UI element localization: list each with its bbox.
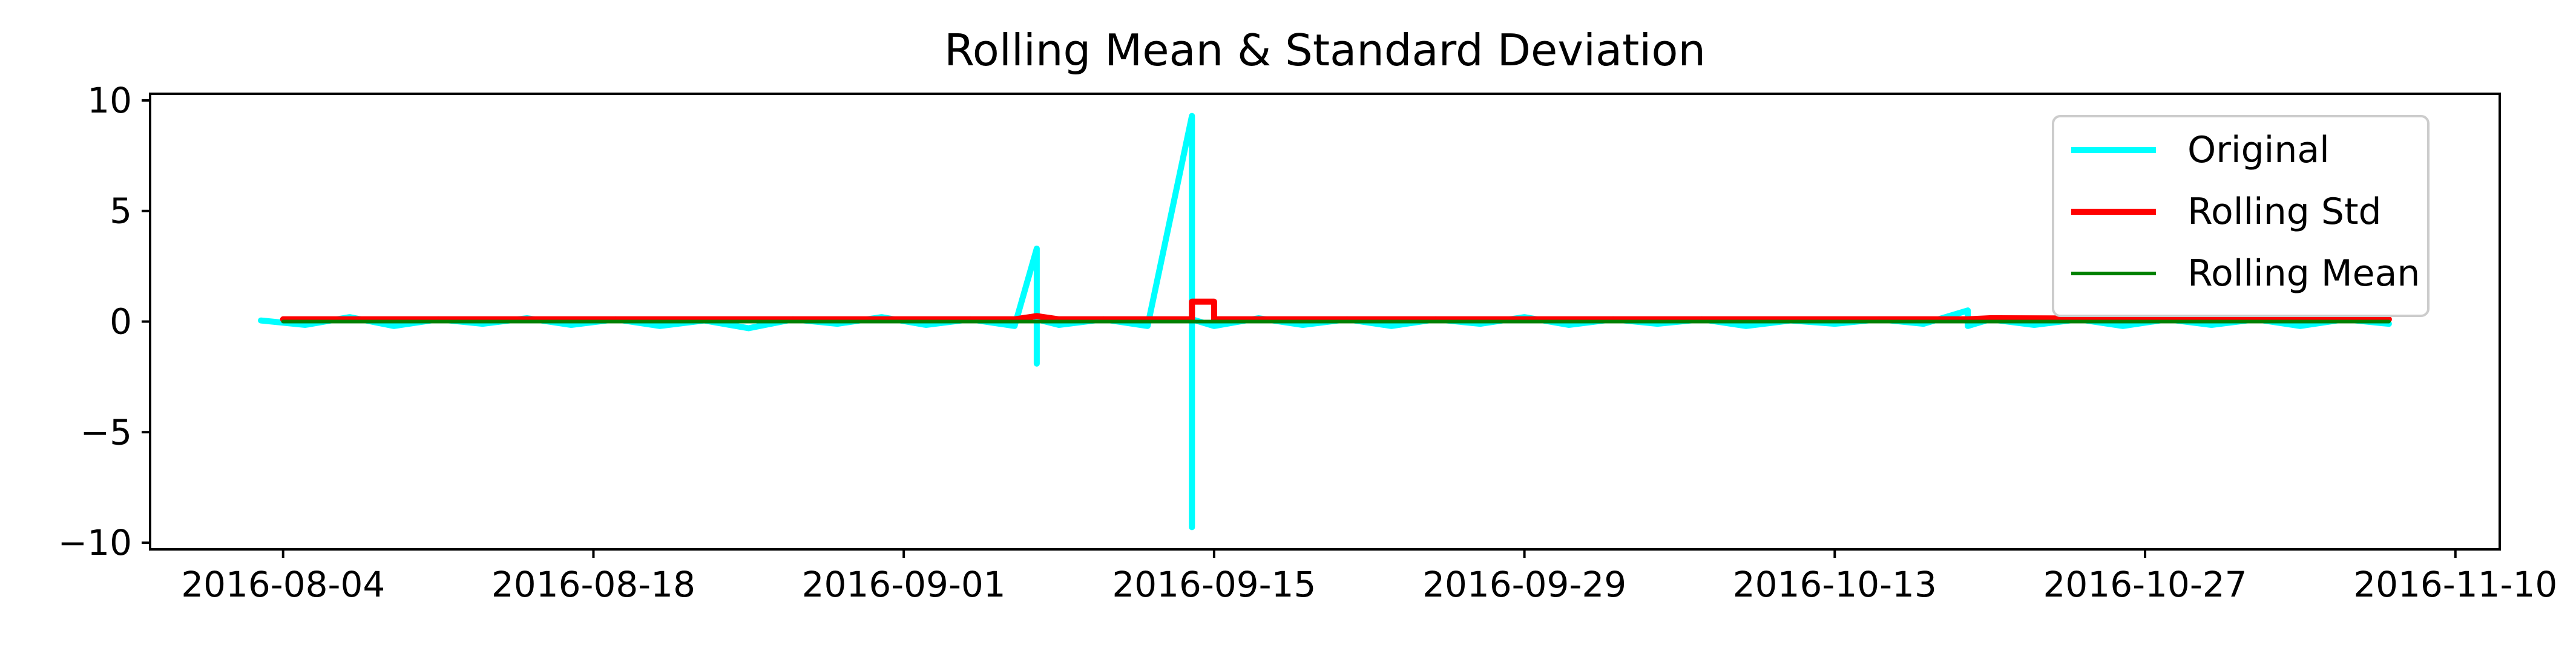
y-tick-label: 10	[87, 80, 132, 121]
x-tick-label: 2016-10-13	[1733, 564, 1937, 605]
series-line-rolling-std	[280, 298, 2392, 322]
y-tick-label: 0	[110, 301, 132, 342]
chart-title: Rolling Mean & Standard Deviation	[944, 25, 1706, 76]
plot-area: 10 5 0 −5 −10 2016-08-04 2016-08-18 2016-09-01 2…	[58, 80, 2558, 605]
x-tick-label: 2016-11-10	[2353, 564, 2557, 605]
x-tick-label: 2016-09-29	[1422, 564, 1626, 605]
y-tick-label: −5	[80, 411, 133, 453]
x-tick-label: 2016-08-18	[491, 564, 695, 605]
x-tick-label: 2016-09-01	[802, 564, 1006, 605]
x-tick-label: 2016-10-27	[2043, 564, 2247, 605]
y-tick-label: 5	[110, 191, 132, 232]
legend-box	[2052, 115, 2430, 317]
y-tick-label: −10	[58, 522, 132, 563]
legend-label: Original	[2187, 129, 2330, 171]
x-tick-label: 2016-09-15	[1112, 564, 1316, 605]
x-tick-label: 2016-08-04	[181, 564, 385, 605]
legend-label: Rolling Std	[2187, 191, 2382, 233]
legend-label: Rolling Mean	[2187, 252, 2420, 295]
